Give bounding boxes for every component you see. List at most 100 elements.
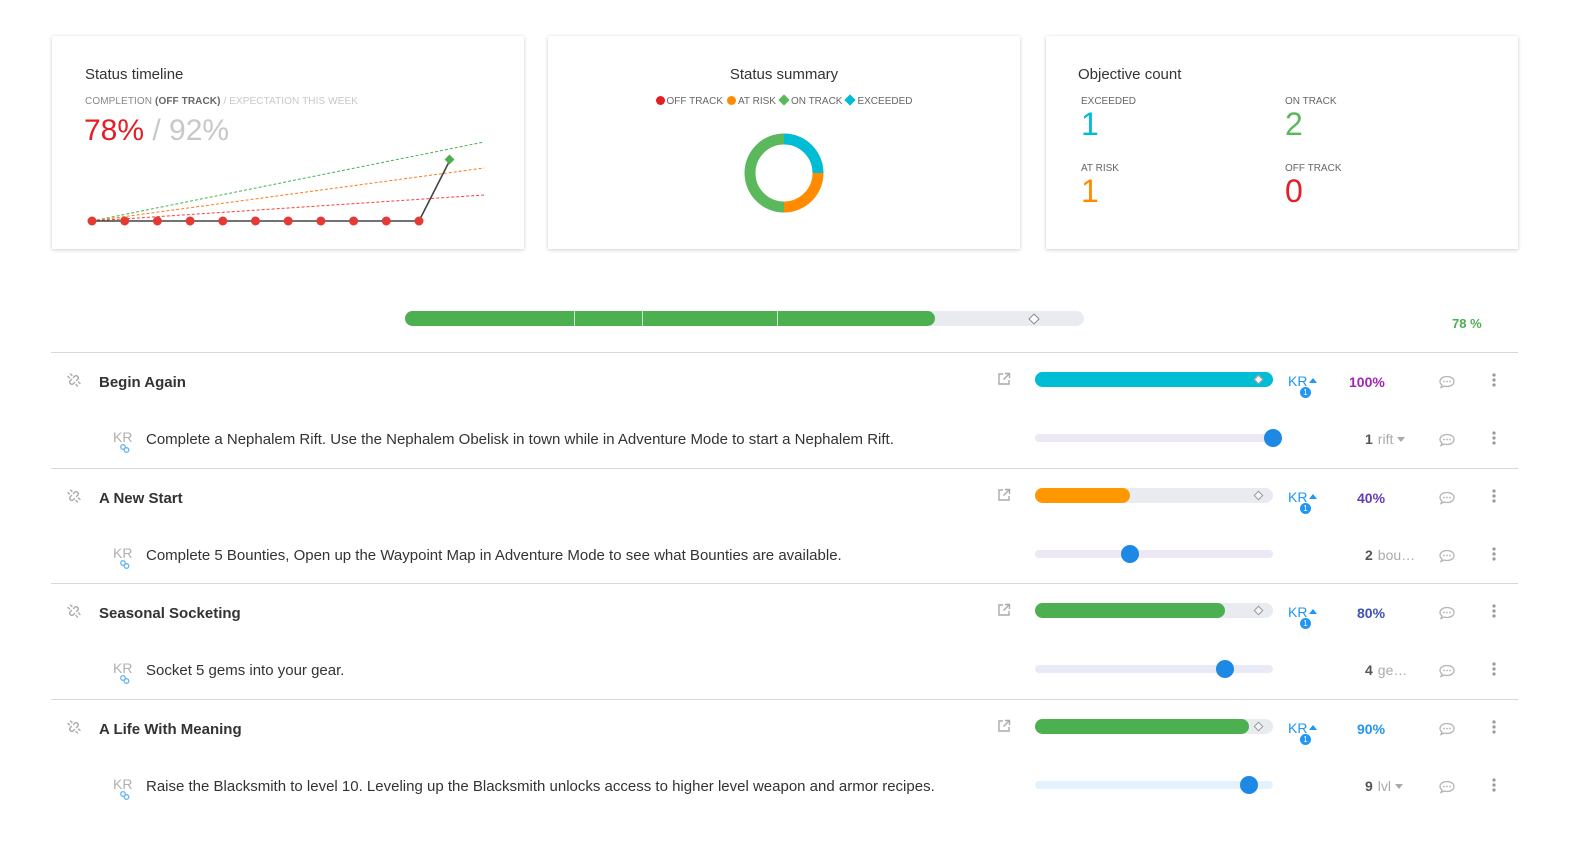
comment-icon[interactable]: [1438, 490, 1456, 511]
external-link-icon[interactable]: [996, 371, 1012, 392]
external-link-icon[interactable]: [996, 487, 1012, 508]
unlink-icon[interactable]: [66, 372, 82, 393]
key-result-icon: KR: [113, 428, 137, 459]
count-value: 0: [1285, 173, 1303, 209]
key-result-slider[interactable]: [1035, 660, 1273, 678]
key-result-row[interactable]: KR Raise the Blacksmith to level 10. Lev…: [51, 771, 1518, 827]
timeline-point: [218, 216, 228, 226]
legend-label: EXCEEDED: [857, 96, 913, 107]
key-results-toggle[interactable]: KR 1: [1288, 373, 1318, 398]
progress-separator: [574, 311, 575, 326]
key-result-slider[interactable]: [1035, 776, 1273, 794]
more-options-icon[interactable]: [1491, 603, 1497, 624]
progress-separator: [642, 311, 643, 326]
key-result-row[interactable]: KR Socket 5 gems into your gear. 4 ge…: [51, 655, 1518, 711]
row-divider: [51, 352, 1518, 353]
key-result-text[interactable]: Socket 5 gems into your gear.: [146, 662, 345, 679]
key-result-slider[interactable]: [1035, 545, 1273, 563]
external-link-icon[interactable]: [996, 602, 1012, 623]
objective-percent: 100%: [1349, 374, 1385, 390]
expectation-label: / EXPECTATION THIS WEEK: [223, 96, 358, 107]
comment-icon[interactable]: [1438, 548, 1456, 569]
objective-count-title: Objective count: [1078, 66, 1182, 83]
legend-label: OFF TRACK: [666, 96, 723, 107]
expectation-marker: [1253, 721, 1264, 732]
comment-icon[interactable]: [1438, 605, 1456, 626]
key-results-toggle[interactable]: KR 1: [1288, 604, 1318, 629]
unlink-icon[interactable]: [66, 488, 82, 509]
current-value[interactable]: 4: [1365, 662, 1373, 678]
chevron-down-icon[interactable]: [1397, 437, 1406, 442]
comment-icon[interactable]: [1438, 374, 1456, 395]
comment-icon[interactable]: [1438, 779, 1456, 800]
overall-progress-percent: 78 %: [1452, 316, 1482, 331]
timeline-point: [120, 216, 130, 226]
slider-handle[interactable]: [1216, 660, 1235, 678]
objective-title[interactable]: Begin Again: [99, 374, 186, 391]
unit-label[interactable]: lvl: [1377, 778, 1392, 794]
caret-up-icon: [1309, 494, 1318, 499]
unlink-icon[interactable]: [66, 603, 82, 624]
key-result-icon-text: KR: [113, 660, 132, 676]
objective-row[interactable]: A New Start KR 1 40%: [51, 482, 1518, 538]
expectation-value: / 92%: [152, 114, 230, 147]
key-result-text[interactable]: Raise the Blacksmith to level 10. Leveli…: [146, 778, 935, 795]
key-result-value[interactable]: 9 lvl: [1365, 778, 1404, 794]
unlink-icon[interactable]: [66, 719, 82, 740]
expectation-marker: [1253, 605, 1264, 616]
key-result-text[interactable]: Complete 5 Bounties, Open up the Waypoin…: [146, 547, 842, 564]
slider-handle[interactable]: [1264, 429, 1282, 447]
key-result-value[interactable]: 4 ge…: [1365, 662, 1407, 678]
comment-icon[interactable]: [1438, 663, 1456, 684]
legend-label: AT RISK: [737, 96, 776, 107]
chevron-down-icon[interactable]: [1395, 784, 1404, 789]
current-value[interactable]: 9: [1365, 778, 1373, 794]
key-results-toggle[interactable]: KR 1: [1288, 720, 1318, 745]
objective-title[interactable]: Seasonal Socketing: [99, 605, 241, 622]
current-value[interactable]: 1: [1365, 431, 1373, 447]
objective-count-card: Objective count EXCEEDED 1 ON TRACK 2 AT…: [1046, 36, 1518, 249]
kr-count-badge: 1: [1300, 387, 1311, 398]
key-result-slider[interactable]: [1035, 429, 1282, 447]
slider-handle[interactable]: [1240, 776, 1259, 794]
key-result-text[interactable]: Complete a Nephalem Rift. Use the Nephal…: [146, 431, 894, 448]
objective-title[interactable]: A New Start: [99, 490, 183, 507]
key-result-icon-text: KR: [113, 545, 132, 561]
key-results-toggle[interactable]: KR 1: [1288, 489, 1318, 514]
more-options-icon[interactable]: [1491, 719, 1497, 740]
timeline-point: [251, 216, 260, 226]
legend-diamond-icon: [844, 94, 857, 106]
row-divider: [51, 468, 1518, 469]
objective-percent: 90%: [1357, 721, 1386, 737]
key-result-row[interactable]: KR Complete a Nephalem Rift. Use the Nep…: [51, 424, 1518, 480]
objective-row[interactable]: Seasonal Socketing KR 1 80%: [51, 597, 1518, 653]
more-options-icon[interactable]: [1491, 430, 1497, 451]
status-summary-title: Status summary: [729, 66, 839, 83]
objective-title[interactable]: A Life With Meaning: [99, 721, 242, 738]
comment-icon[interactable]: [1438, 432, 1456, 453]
more-options-icon[interactable]: [1491, 546, 1497, 567]
kr-label: KR: [1288, 604, 1308, 620]
more-options-icon[interactable]: [1491, 661, 1497, 682]
more-options-icon[interactable]: [1491, 777, 1497, 798]
current-value[interactable]: 2: [1365, 547, 1373, 563]
slider-handle[interactable]: [1121, 545, 1140, 563]
objective-row[interactable]: Begin Again KR 1 100%: [51, 366, 1518, 422]
objective-row[interactable]: A Life With Meaning KR 1 90%: [51, 713, 1518, 769]
legend-label: ON TRACK: [790, 96, 843, 107]
key-result-icon-text: KR: [113, 776, 132, 792]
donut-slice-at-risk: [783, 172, 824, 213]
key-result-value[interactable]: 2 bou…: [1365, 547, 1415, 563]
unit-label[interactable]: bou…: [1377, 547, 1416, 563]
comment-icon[interactable]: [1438, 721, 1456, 742]
donut-slice-on-track: [744, 133, 785, 213]
count-value: 1: [1081, 173, 1099, 209]
key-result-row[interactable]: KR Complete 5 Bounties, Open up the Wayp…: [51, 540, 1518, 596]
external-link-icon[interactable]: [996, 718, 1012, 739]
more-options-icon[interactable]: [1491, 372, 1497, 393]
unit-label[interactable]: rift: [1377, 431, 1394, 447]
more-options-icon[interactable]: [1491, 488, 1497, 509]
key-result-value[interactable]: 1 rift: [1365, 431, 1406, 447]
status-timeline-title: Status timeline: [85, 66, 184, 83]
unit-label[interactable]: ge…: [1377, 662, 1408, 678]
